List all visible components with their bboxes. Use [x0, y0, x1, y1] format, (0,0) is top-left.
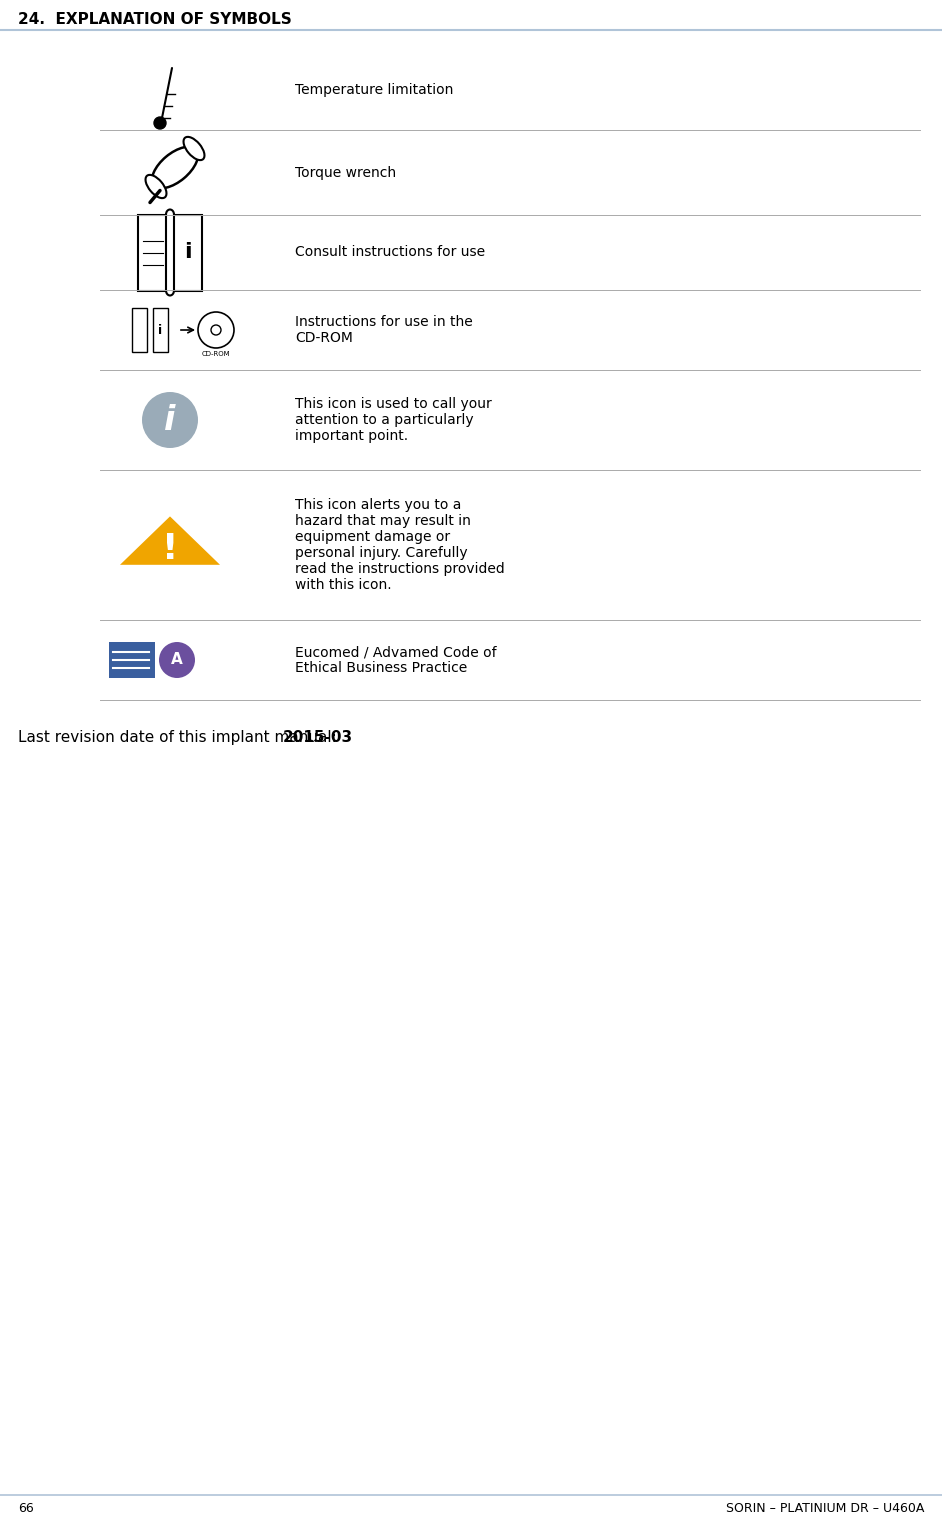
Text: Temperature limitation: Temperature limitation — [295, 83, 453, 97]
Text: Instructions for use in the: Instructions for use in the — [295, 314, 473, 330]
Ellipse shape — [184, 136, 204, 159]
Text: personal injury. Carefully: personal injury. Carefully — [295, 546, 467, 560]
Text: i: i — [158, 323, 163, 337]
Text: CD-ROM: CD-ROM — [202, 351, 230, 357]
Circle shape — [211, 325, 221, 336]
Text: 66: 66 — [18, 1502, 34, 1515]
Text: SORIN – PLATINIUM DR – U460A: SORIN – PLATINIUM DR – U460A — [725, 1502, 924, 1515]
Text: i: i — [185, 242, 192, 262]
Text: with this icon.: with this icon. — [295, 578, 392, 592]
Text: Eucomed / Advamed Code of: Eucomed / Advamed Code of — [295, 645, 496, 659]
Circle shape — [159, 642, 195, 678]
Circle shape — [142, 392, 198, 448]
Text: A: A — [171, 653, 183, 667]
Text: This icon alerts you to a: This icon alerts you to a — [295, 498, 462, 512]
Text: Consult instructions for use: Consult instructions for use — [295, 245, 485, 259]
Text: Torque wrench: Torque wrench — [295, 166, 397, 179]
Text: attention to a particularly: attention to a particularly — [295, 412, 474, 428]
Text: i: i — [164, 403, 176, 437]
Text: hazard that may result in: hazard that may result in — [295, 514, 471, 527]
Text: 2015-03: 2015-03 — [283, 730, 352, 745]
Text: read the instructions provided: read the instructions provided — [295, 563, 505, 576]
Text: Ethical Business Practice: Ethical Business Practice — [295, 661, 467, 675]
FancyBboxPatch shape — [109, 642, 155, 678]
Text: !: ! — [162, 532, 178, 566]
Text: CD-ROM: CD-ROM — [295, 331, 353, 345]
Text: This icon is used to call your: This icon is used to call your — [295, 397, 492, 411]
Ellipse shape — [145, 175, 167, 198]
Text: important point.: important point. — [295, 429, 408, 443]
Polygon shape — [120, 517, 220, 564]
Text: 24.  EXPLANATION OF SYMBOLS: 24. EXPLANATION OF SYMBOLS — [18, 12, 292, 28]
Text: equipment damage or: equipment damage or — [295, 530, 450, 544]
Text: Last revision date of this implant manual:: Last revision date of this implant manua… — [18, 730, 342, 745]
Circle shape — [154, 117, 166, 129]
